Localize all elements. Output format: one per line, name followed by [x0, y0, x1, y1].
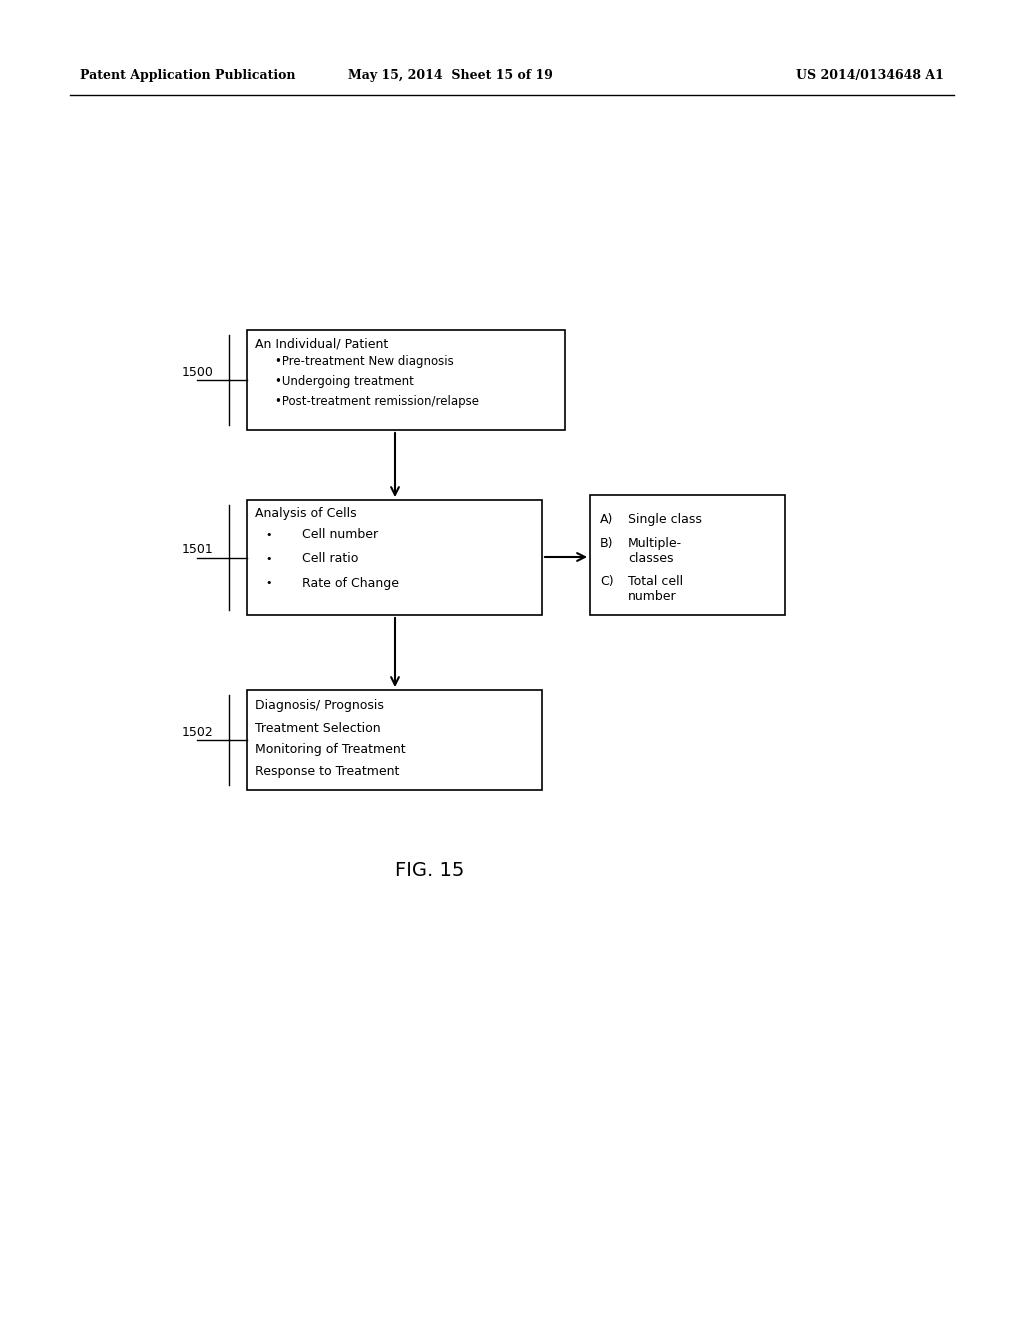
- Text: Cell number: Cell number: [302, 528, 378, 541]
- Text: Analysis of Cells: Analysis of Cells: [255, 507, 356, 520]
- Text: Multiple-
classes: Multiple- classes: [628, 537, 682, 565]
- Text: 1501: 1501: [182, 543, 214, 556]
- Text: Total cell
number: Total cell number: [628, 576, 683, 603]
- Bar: [247, 500, 542, 615]
- Text: •Pre-treatment New diagnosis: •Pre-treatment New diagnosis: [275, 355, 454, 368]
- Text: •: •: [266, 531, 272, 540]
- Text: Cell ratio: Cell ratio: [302, 553, 358, 565]
- Text: A): A): [600, 513, 613, 525]
- Text: FIG. 15: FIG. 15: [395, 861, 465, 879]
- Text: Treatment Selection: Treatment Selection: [255, 722, 381, 734]
- Text: US 2014/0134648 A1: US 2014/0134648 A1: [796, 69, 944, 82]
- Text: Diagnosis/ Prognosis: Diagnosis/ Prognosis: [255, 700, 384, 713]
- Text: 1500: 1500: [182, 366, 214, 379]
- Bar: [247, 330, 565, 430]
- Text: C): C): [600, 576, 613, 587]
- Text: •: •: [266, 578, 272, 587]
- Text: •: •: [266, 554, 272, 564]
- Text: Patent Application Publication: Patent Application Publication: [80, 69, 296, 82]
- Text: •Undergoing treatment: •Undergoing treatment: [275, 375, 414, 388]
- Text: Monitoring of Treatment: Monitoring of Treatment: [255, 743, 406, 756]
- Text: Rate of Change: Rate of Change: [302, 577, 399, 590]
- Text: 1502: 1502: [182, 726, 214, 738]
- Bar: [590, 495, 785, 615]
- Text: Single class: Single class: [628, 513, 701, 525]
- Bar: [247, 690, 542, 789]
- Text: An Individual/ Patient: An Individual/ Patient: [255, 338, 388, 351]
- Text: B): B): [600, 537, 613, 550]
- Text: May 15, 2014  Sheet 15 of 19: May 15, 2014 Sheet 15 of 19: [348, 69, 553, 82]
- Text: Response to Treatment: Response to Treatment: [255, 766, 399, 779]
- Text: •Post-treatment remission/relapse: •Post-treatment remission/relapse: [275, 396, 479, 408]
